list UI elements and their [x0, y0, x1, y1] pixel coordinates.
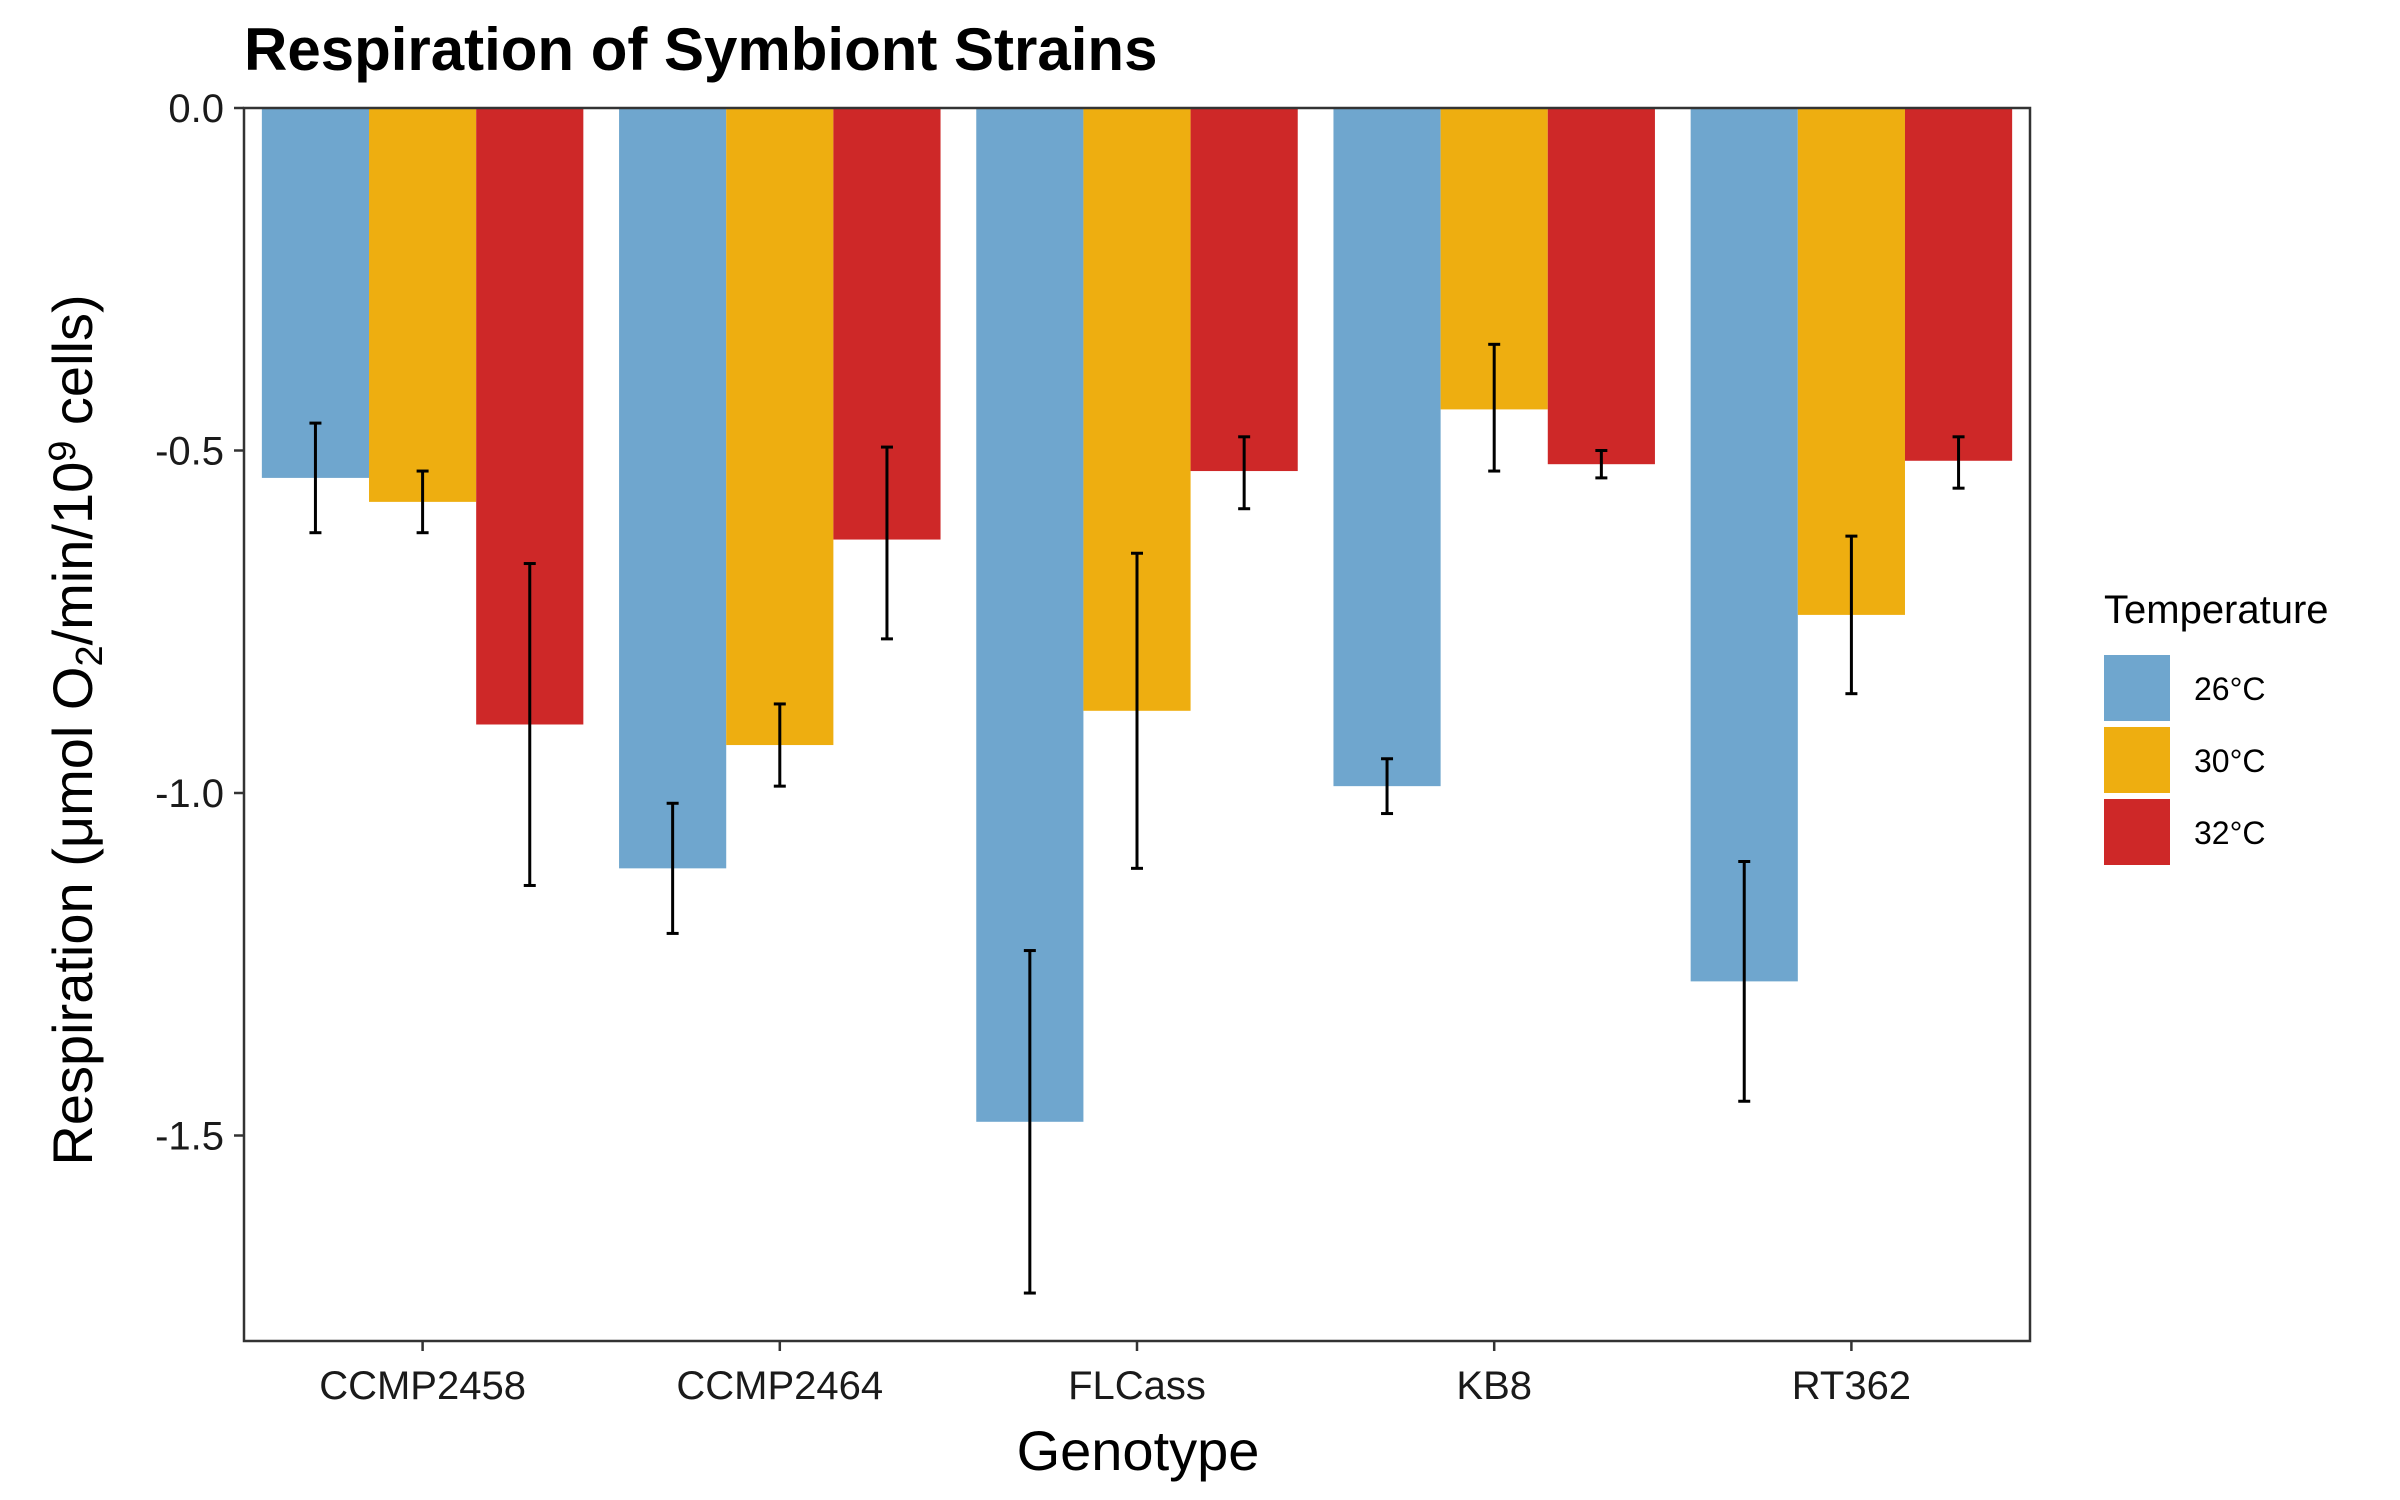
y-tick-label: -1.0 [155, 772, 224, 816]
y-axis-title-suffix: cells) [41, 294, 104, 440]
bar-rt362-30-c [1797, 108, 1905, 615]
error-bar-ccmp2458-32-c [523, 562, 536, 887]
error-bar-flcass-32-c [1238, 435, 1251, 511]
y-axis-title: Respiration (μmol O2/min/109 cells) [41, 294, 111, 1165]
legend-label-32-c: 32°C [2194, 815, 2266, 851]
y-tick-label: -1.5 [155, 1115, 224, 1159]
bar-flcass-32-c [1190, 108, 1298, 472]
x-tick-label-ccmp2458: CCMP2458 [319, 1364, 526, 1408]
error-bar-flcass-30-c [1131, 551, 1143, 870]
error-bar-kb8-26-c [1381, 757, 1394, 816]
bar-ccmp2458-30-c [369, 108, 477, 502]
bar-ccmp2464-30-c [726, 108, 834, 746]
y-tick-label: -0.5 [155, 430, 224, 474]
bar-ccmp2458-26-c [261, 108, 370, 478]
legend-key-26-c [2104, 655, 2170, 721]
y-tick-label: 0.0 [168, 87, 224, 131]
legend-title: Temperature [2104, 588, 2329, 632]
error-bar-rt362-32-c [1952, 435, 1965, 490]
legend: Temperature 26°C 30°C 32°C [2104, 588, 2329, 865]
x-axis: CCMP2458 CCMP2464 FLCass KB8 RT362 [319, 1341, 1911, 1408]
bar-ccmp2464-26-c [619, 108, 727, 869]
chart-title: Respiration of Symbiont Strains [244, 16, 1157, 83]
y-axis: 0.0 -0.5 -1.0 -1.5 [155, 87, 244, 1159]
error-bar-kb8-30-c [1488, 342, 1501, 473]
legend-key-32-c [2104, 799, 2170, 865]
x-axis-title: Genotype [1017, 1419, 1260, 1482]
legend-key-30-c [2104, 727, 2170, 793]
y-axis-title-subscript: 2 [69, 645, 111, 666]
bar-rt362-32-c [1904, 108, 2013, 461]
y-axis-title-superscript: 9 [42, 441, 84, 462]
error-bar-ccmp2464-26-c [666, 801, 679, 935]
error-bar-rt362-26-c [1738, 860, 1751, 1103]
bar-kb8-32-c [1547, 108, 1655, 465]
legend-label-30-c: 30°C [2194, 743, 2266, 779]
error-bar-ccmp2458-30-c [416, 469, 429, 535]
x-tick-label-ccmp2464: CCMP2464 [676, 1364, 883, 1408]
error-bar-ccmp2464-32-c [880, 445, 893, 641]
error-bar-ccmp2458-26-c [309, 421, 322, 535]
legend-label-26-c: 26°C [2194, 671, 2266, 707]
x-tick-label-kb8: KB8 [1456, 1364, 1532, 1408]
y-axis-title-middle: /min/10 [41, 462, 104, 646]
bar-kb8-26-c [1333, 108, 1441, 787]
x-tick-label-rt362: RT362 [1792, 1364, 1911, 1408]
error-bar-kb8-32-c [1595, 449, 1608, 480]
y-axis-title-prefix: Respiration (μmol O [41, 667, 104, 1166]
error-bars-layer [309, 342, 1965, 1295]
error-bar-ccmp2464-30-c [773, 702, 786, 788]
error-bar-rt362-30-c [1845, 534, 1858, 696]
bar-rt362-26-c [1690, 108, 1798, 982]
x-tick-label-flcass: FLCass [1068, 1364, 1206, 1408]
error-bar-flcass-26-c [1023, 949, 1036, 1295]
